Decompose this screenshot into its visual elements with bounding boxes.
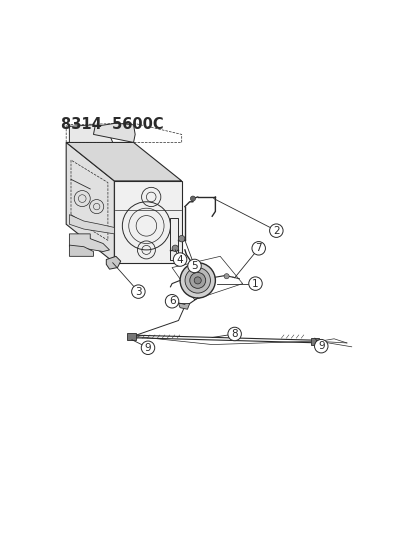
Text: 8: 8 bbox=[231, 329, 237, 339]
Circle shape bbox=[185, 268, 210, 293]
Circle shape bbox=[227, 327, 241, 341]
Text: 8314  5600C: 8314 5600C bbox=[61, 117, 164, 132]
Circle shape bbox=[314, 340, 327, 353]
Circle shape bbox=[188, 259, 201, 273]
Circle shape bbox=[180, 263, 215, 298]
Polygon shape bbox=[66, 142, 181, 181]
Polygon shape bbox=[106, 256, 121, 269]
Circle shape bbox=[172, 245, 178, 252]
Circle shape bbox=[194, 277, 201, 284]
Polygon shape bbox=[170, 218, 178, 260]
Circle shape bbox=[131, 285, 145, 298]
Circle shape bbox=[165, 295, 178, 308]
Polygon shape bbox=[114, 181, 181, 263]
Circle shape bbox=[189, 272, 205, 288]
Circle shape bbox=[141, 341, 154, 354]
Polygon shape bbox=[310, 338, 318, 344]
Polygon shape bbox=[178, 303, 189, 309]
Text: 1: 1 bbox=[252, 279, 258, 288]
Circle shape bbox=[190, 196, 195, 201]
Polygon shape bbox=[69, 245, 93, 256]
Text: 2: 2 bbox=[272, 225, 279, 236]
Polygon shape bbox=[66, 142, 114, 263]
Text: 5: 5 bbox=[191, 261, 197, 271]
Circle shape bbox=[252, 241, 265, 255]
Polygon shape bbox=[69, 125, 112, 142]
Text: 6: 6 bbox=[169, 296, 175, 306]
Circle shape bbox=[269, 224, 282, 237]
Text: 9: 9 bbox=[317, 341, 324, 351]
Polygon shape bbox=[93, 123, 135, 142]
Circle shape bbox=[248, 277, 261, 290]
Circle shape bbox=[223, 273, 229, 279]
Text: 3: 3 bbox=[135, 287, 141, 297]
Circle shape bbox=[173, 253, 186, 266]
Text: 4: 4 bbox=[176, 255, 183, 264]
Polygon shape bbox=[69, 215, 114, 234]
Polygon shape bbox=[127, 333, 136, 340]
Text: 9: 9 bbox=[144, 343, 151, 353]
Polygon shape bbox=[69, 234, 109, 252]
Text: 7: 7 bbox=[255, 243, 261, 253]
Circle shape bbox=[178, 236, 185, 242]
